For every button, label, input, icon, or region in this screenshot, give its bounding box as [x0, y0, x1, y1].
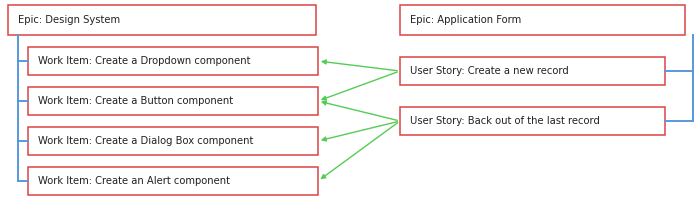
Text: Epic: Application Form: Epic: Application Form — [410, 15, 521, 25]
Bar — [400, 107, 665, 135]
Text: Work Item: Create a Dropdown component: Work Item: Create a Dropdown component — [38, 56, 251, 66]
Bar — [8, 5, 316, 35]
Bar — [28, 47, 318, 75]
Text: Work Item: Create an Alert component: Work Item: Create an Alert component — [38, 176, 230, 186]
Bar — [28, 167, 318, 195]
Bar — [400, 5, 685, 35]
Text: Work Item: Create a Button component: Work Item: Create a Button component — [38, 96, 233, 106]
Text: Work Item: Create a Dialog Box component: Work Item: Create a Dialog Box component — [38, 136, 253, 146]
Text: Epic: Design System: Epic: Design System — [18, 15, 120, 25]
Bar — [28, 127, 318, 155]
Text: User Story: Back out of the last record: User Story: Back out of the last record — [410, 116, 600, 126]
Text: User Story: Create a new record: User Story: Create a new record — [410, 66, 569, 76]
Bar — [400, 57, 665, 85]
Bar — [28, 87, 318, 115]
